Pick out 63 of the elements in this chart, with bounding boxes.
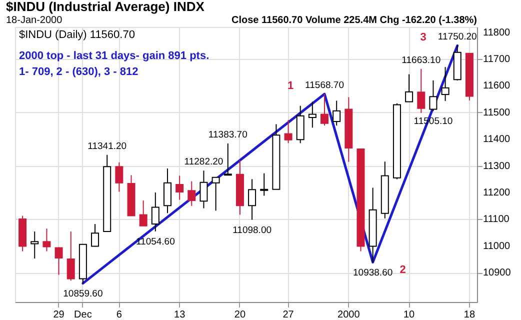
candlestick [212,176,220,212]
x-tick-label: 20 [234,310,246,320]
x-tick-label: 29 [53,310,65,320]
candlestick [260,172,268,196]
y-tick-label: 11100 [483,214,510,226]
annotation: 1- 709, 2 - (630), 3 - 812 [19,66,138,78]
text: 11098.00 [232,224,272,236]
candlestick [163,168,172,214]
candlestick [151,192,160,232]
y-tick-label: 10900 [483,268,512,279]
text: 11282.20 [184,156,224,168]
candlestick [248,178,256,220]
chart-title: $INDU (Industrial Average) INDX [6,0,205,14]
annotation: 2 [400,264,406,276]
candlestick [66,231,75,282]
x-tick-label: 10 [403,310,416,320]
x-tick-label: 18 [464,310,476,320]
candlestick [115,162,124,192]
candlestick [320,94,329,126]
text: 11663.10 [402,54,441,66]
text: 11341.20 [88,140,127,152]
candlestick [417,68,426,114]
x-tick-label: 6 [116,310,122,320]
candlestick [224,142,232,176]
annotation: 1 [287,80,294,92]
x-tick-label: Dec [74,310,92,320]
y-tick-label: 11700 [483,54,511,66]
x-tick-label: 2000 [338,310,360,320]
y-tick-label: 11600 [483,80,511,92]
candlestick [139,200,148,226]
annotation: $INDU (Daily) 11560.70 [19,29,135,41]
y-tick-label: 11500 [483,107,511,118]
candlestick [332,100,341,126]
text: 11750.20 [438,32,477,43]
text: Close 11560.70 Volume 225.4M Chg -162.20 (-1.38%) [232,15,477,26]
candlestick [296,105,304,144]
text: 11054.60 [136,236,175,248]
candlestick [284,119,292,144]
text: 10859.60 [63,288,103,300]
candlestick [54,246,63,276]
candlestick [91,224,100,248]
candlestick [308,101,316,128]
text: 10938.60 [353,267,393,278]
candlestick [42,228,51,252]
candlestick [30,231,39,259]
x-tick-label: 27 [282,310,294,320]
text: 11383.70 [208,129,248,140]
y-tick-label: 11300 [483,160,511,172]
y-tick-label: 11200 [483,188,511,199]
candlestick [441,66,450,102]
x-tick-label: 13 [174,310,186,320]
candlestick [405,74,414,102]
annotation: 3 [420,32,426,44]
y-tick-label: 11800 [483,27,511,38]
candlestick [176,175,184,200]
candlestick [200,170,208,209]
candlestick [188,180,196,206]
y-tick-label: 11400 [483,134,511,146]
y-tick-label: 11000 [483,240,511,252]
annotation: 2000 top - last 31 days- gain 891 pts. [19,50,210,62]
chart-subtitle: 18-Jan-2000 [6,15,63,26]
text: 11568.70 [305,80,344,92]
candlestick [429,80,438,112]
